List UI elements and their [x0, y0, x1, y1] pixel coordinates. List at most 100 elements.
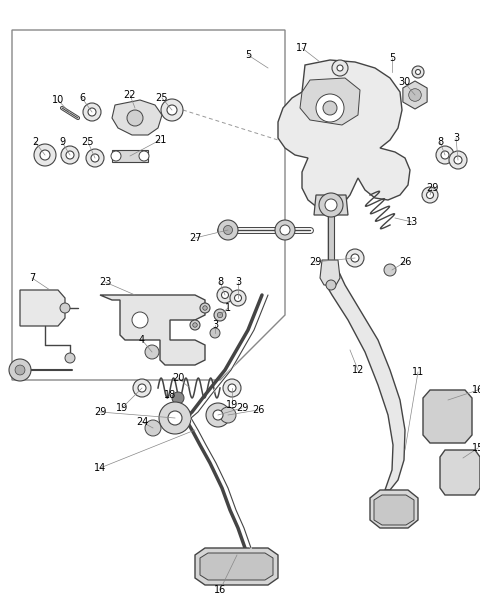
Text: 5: 5 — [245, 50, 251, 60]
Text: 29: 29 — [426, 183, 438, 193]
Text: 16: 16 — [472, 385, 480, 395]
Text: 20: 20 — [172, 373, 184, 383]
Circle shape — [213, 410, 223, 420]
Circle shape — [210, 328, 220, 338]
Circle shape — [167, 105, 177, 115]
Circle shape — [275, 220, 295, 240]
Circle shape — [172, 392, 184, 404]
Polygon shape — [403, 81, 427, 109]
Text: 9: 9 — [59, 137, 65, 147]
Circle shape — [217, 287, 233, 303]
Circle shape — [61, 146, 79, 164]
Circle shape — [408, 88, 421, 101]
Polygon shape — [320, 260, 340, 285]
Polygon shape — [314, 195, 348, 215]
Polygon shape — [300, 78, 360, 125]
Circle shape — [132, 312, 148, 328]
Text: 24: 24 — [136, 417, 148, 427]
Circle shape — [15, 365, 25, 375]
Text: 23: 23 — [99, 277, 111, 287]
Circle shape — [323, 101, 337, 115]
Circle shape — [220, 407, 236, 423]
Text: 29: 29 — [236, 403, 248, 413]
Text: 17: 17 — [296, 43, 308, 53]
Circle shape — [280, 225, 290, 235]
Text: 19: 19 — [116, 403, 128, 413]
Text: 11: 11 — [412, 367, 424, 377]
Text: 30: 30 — [398, 77, 410, 87]
Text: 25: 25 — [82, 137, 94, 147]
Circle shape — [332, 60, 348, 76]
Circle shape — [454, 156, 462, 164]
Text: 29: 29 — [94, 407, 106, 417]
Circle shape — [316, 94, 344, 122]
Circle shape — [230, 290, 246, 306]
Circle shape — [319, 193, 343, 217]
Polygon shape — [440, 450, 480, 495]
Text: 14: 14 — [94, 463, 106, 473]
Circle shape — [449, 151, 467, 169]
Text: 22: 22 — [124, 90, 136, 100]
Text: 15: 15 — [472, 443, 480, 453]
Circle shape — [221, 292, 228, 298]
Circle shape — [326, 280, 336, 290]
Circle shape — [88, 108, 96, 116]
Text: 8: 8 — [217, 277, 223, 287]
Text: 6: 6 — [79, 93, 85, 103]
Text: 2: 2 — [32, 137, 38, 147]
Circle shape — [138, 384, 146, 392]
Polygon shape — [322, 270, 405, 490]
Circle shape — [214, 309, 226, 321]
Text: 27: 27 — [189, 233, 201, 243]
Text: 3: 3 — [453, 133, 459, 143]
Text: 13: 13 — [406, 217, 418, 227]
Circle shape — [139, 151, 149, 161]
Circle shape — [224, 226, 232, 234]
Circle shape — [422, 187, 438, 203]
Polygon shape — [20, 290, 65, 326]
Polygon shape — [370, 490, 418, 528]
Polygon shape — [112, 100, 162, 135]
Text: 8: 8 — [437, 137, 443, 147]
Polygon shape — [12, 30, 285, 380]
Text: 26: 26 — [399, 257, 411, 267]
Circle shape — [133, 379, 151, 397]
Circle shape — [91, 154, 99, 162]
Circle shape — [127, 110, 143, 126]
Circle shape — [346, 249, 364, 267]
Circle shape — [168, 411, 182, 425]
Circle shape — [161, 99, 183, 121]
Circle shape — [66, 151, 74, 159]
Circle shape — [218, 220, 238, 240]
Text: 4: 4 — [139, 335, 145, 345]
Text: 29: 29 — [309, 257, 321, 267]
Text: 12: 12 — [352, 365, 364, 375]
Text: 10: 10 — [52, 95, 64, 105]
Circle shape — [441, 151, 449, 159]
Circle shape — [40, 150, 50, 160]
Circle shape — [200, 303, 210, 313]
Circle shape — [351, 254, 359, 262]
Circle shape — [235, 295, 241, 301]
Polygon shape — [195, 548, 278, 585]
Circle shape — [65, 353, 75, 363]
Circle shape — [190, 320, 200, 330]
Circle shape — [217, 312, 223, 318]
Text: 19: 19 — [226, 400, 238, 410]
Circle shape — [60, 303, 70, 313]
Circle shape — [193, 323, 197, 327]
Circle shape — [9, 359, 31, 381]
Circle shape — [145, 345, 159, 359]
Text: 7: 7 — [29, 273, 35, 283]
Text: 1: 1 — [225, 303, 231, 313]
Circle shape — [145, 420, 161, 436]
Text: 3: 3 — [235, 277, 241, 287]
Circle shape — [436, 146, 454, 164]
Circle shape — [384, 264, 396, 276]
Circle shape — [86, 149, 104, 167]
Text: 25: 25 — [156, 93, 168, 103]
Text: 21: 21 — [154, 135, 166, 145]
Text: 16: 16 — [214, 585, 226, 595]
Circle shape — [337, 65, 343, 71]
Circle shape — [416, 70, 420, 74]
